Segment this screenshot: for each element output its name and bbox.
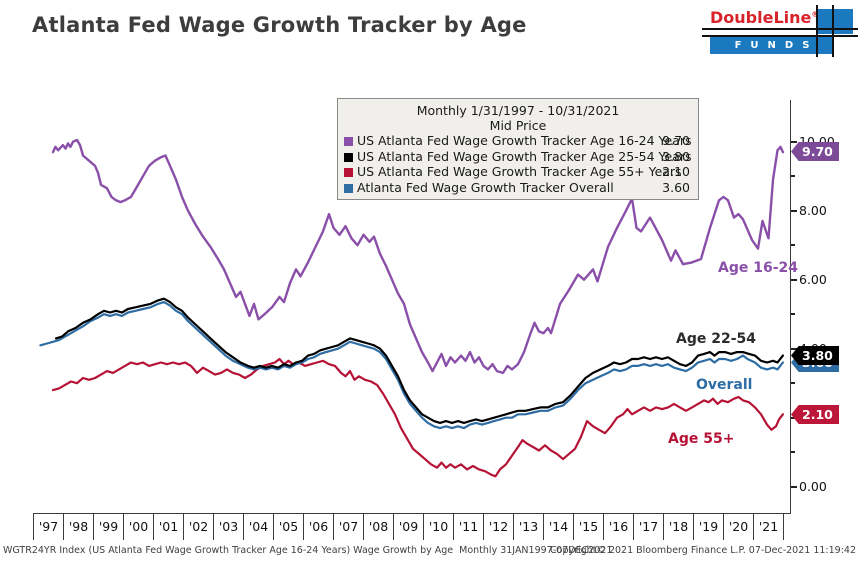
logo-horizontal-rule-bottom [702, 35, 858, 37]
series-line-1 [54, 297, 785, 424]
logo-brand-text: DoubleLine® [710, 8, 818, 27]
logo-vertical-rule-left [816, 5, 818, 57]
x-tick-label: '13 [513, 514, 543, 540]
right-axis-line [790, 100, 791, 514]
x-tick-label: '06 [303, 514, 333, 540]
x-tick-label: '00 [123, 514, 153, 540]
y-tick [791, 244, 795, 247]
legend-swatch-blue [344, 183, 353, 193]
legend-row-age-16-24: US Atlanta Fed Wage Growth Tracker Age 1… [338, 133, 698, 149]
doubleline-funds-logo: DoubleLine® FUNDS [700, 4, 860, 60]
x-tick-label: '02 [183, 514, 213, 540]
x-tick-label: '08 [363, 514, 393, 540]
price-badge-age-25-54: 3.80 [791, 346, 839, 365]
y-tick [791, 347, 797, 350]
footer-copyright: Copyright© 2021 Bloomberg Finance L.P. [550, 545, 746, 556]
x-tick-label: '03 [213, 514, 243, 540]
x-tick-label: '21 [753, 514, 783, 540]
logo-funds-bar: FUNDS [710, 37, 834, 54]
legend-title: Monthly 1/31/1997 - 10/31/2021 [416, 103, 620, 118]
legend-swatch-purple [344, 137, 353, 146]
x-tick-label: '19 [693, 514, 723, 540]
legend-value: 3.80 [662, 148, 690, 164]
y-tick-label: 6.00 [799, 271, 827, 287]
x-tick-label: '12 [483, 514, 513, 540]
y-tick [791, 485, 797, 488]
x-tick-label: '16 [603, 514, 633, 540]
series-label-age-22-54: Age 22-54 [676, 331, 757, 347]
logo-blue-square [818, 9, 853, 34]
legend-label: Atlanta Fed Wage Growth Tracker Overall [357, 179, 614, 195]
legend-row-age-55plus: US Atlanta Fed Wage Growth Tracker Age 5… [338, 164, 698, 180]
legend-row-age-25-54: US Atlanta Fed Wage Growth Tracker Age 2… [338, 149, 698, 165]
legend-label: US Atlanta Fed Wage Growth Tracker Age 2… [357, 148, 692, 164]
series-line-3 [39, 301, 785, 430]
y-tick-label: 8.00 [799, 202, 827, 218]
y-tick [791, 313, 795, 316]
legend-value: 9.70 [662, 133, 690, 148]
x-tick-label: '07 [333, 514, 363, 540]
logo-vertical-rule-right [832, 5, 834, 57]
y-tick [791, 209, 797, 212]
x-tick-label: '97 [33, 514, 63, 540]
y-tick [791, 451, 795, 454]
legend-value: 3.60 [662, 179, 690, 195]
x-axis-end-tick [783, 514, 784, 540]
x-tick-label: '14 [543, 514, 573, 540]
x-tick-label: '15 [573, 514, 603, 540]
legend-swatch-red [344, 168, 353, 177]
series-label-overall: Overall [696, 377, 753, 393]
x-tick-label: '18 [663, 514, 693, 540]
bottom-axis-line [33, 513, 791, 514]
legend-box: Monthly 1/31/1997 - 10/31/2021 Mid Price… [337, 98, 699, 200]
page-title: Atlanta Fed Wage Growth Tracker by Age [32, 13, 527, 37]
y-tick [791, 278, 797, 281]
x-tick-label: '01 [153, 514, 183, 540]
x-tick-label: '20 [723, 514, 753, 540]
y-tick [791, 382, 795, 385]
legend-row-overall: Atlanta Fed Wage Growth Tracker Overall … [338, 180, 698, 196]
series-line-2 [51, 357, 785, 478]
series-label-age-16-24: Age 16-24 [718, 260, 799, 276]
price-badge-age-55plus: 2.10 [791, 405, 839, 424]
x-tick-label: '09 [393, 514, 423, 540]
legend-subtitle: Mid Price [489, 118, 547, 133]
x-tick-label: '04 [243, 514, 273, 540]
x-tick-label: '99 [93, 514, 123, 540]
legend-value: 2.10 [662, 164, 690, 179]
x-tick-label: '17 [633, 514, 663, 540]
y-tick [791, 140, 797, 143]
footer-index-description: WGTR24YR Index (US Atlanta Fed Wage Grow… [3, 545, 613, 556]
x-tick-label: '98 [63, 514, 93, 540]
y-tick [791, 175, 795, 178]
y-tick-label: 0.00 [799, 478, 827, 494]
series-label-age-55plus: Age 55+ [668, 431, 735, 447]
legend-label: US Atlanta Fed Wage Growth Tracker Age 5… [357, 164, 682, 179]
legend-swatch-black [344, 152, 353, 162]
x-tick-label: '05 [273, 514, 303, 540]
x-tick-label: '10 [423, 514, 453, 540]
logo-brand-word: DoubleLine [710, 8, 812, 27]
price-badge-age-16-24: 9.70 [791, 142, 839, 161]
logo-horizontal-rule-top [702, 28, 858, 30]
legend-label: US Atlanta Fed Wage Growth Tracker Age 1… [357, 133, 692, 148]
registered-mark: ® [811, 10, 819, 19]
x-tick-label: '11 [453, 514, 483, 540]
footer-timestamp: 07-Dec-2021 11:19:42 [748, 545, 856, 556]
